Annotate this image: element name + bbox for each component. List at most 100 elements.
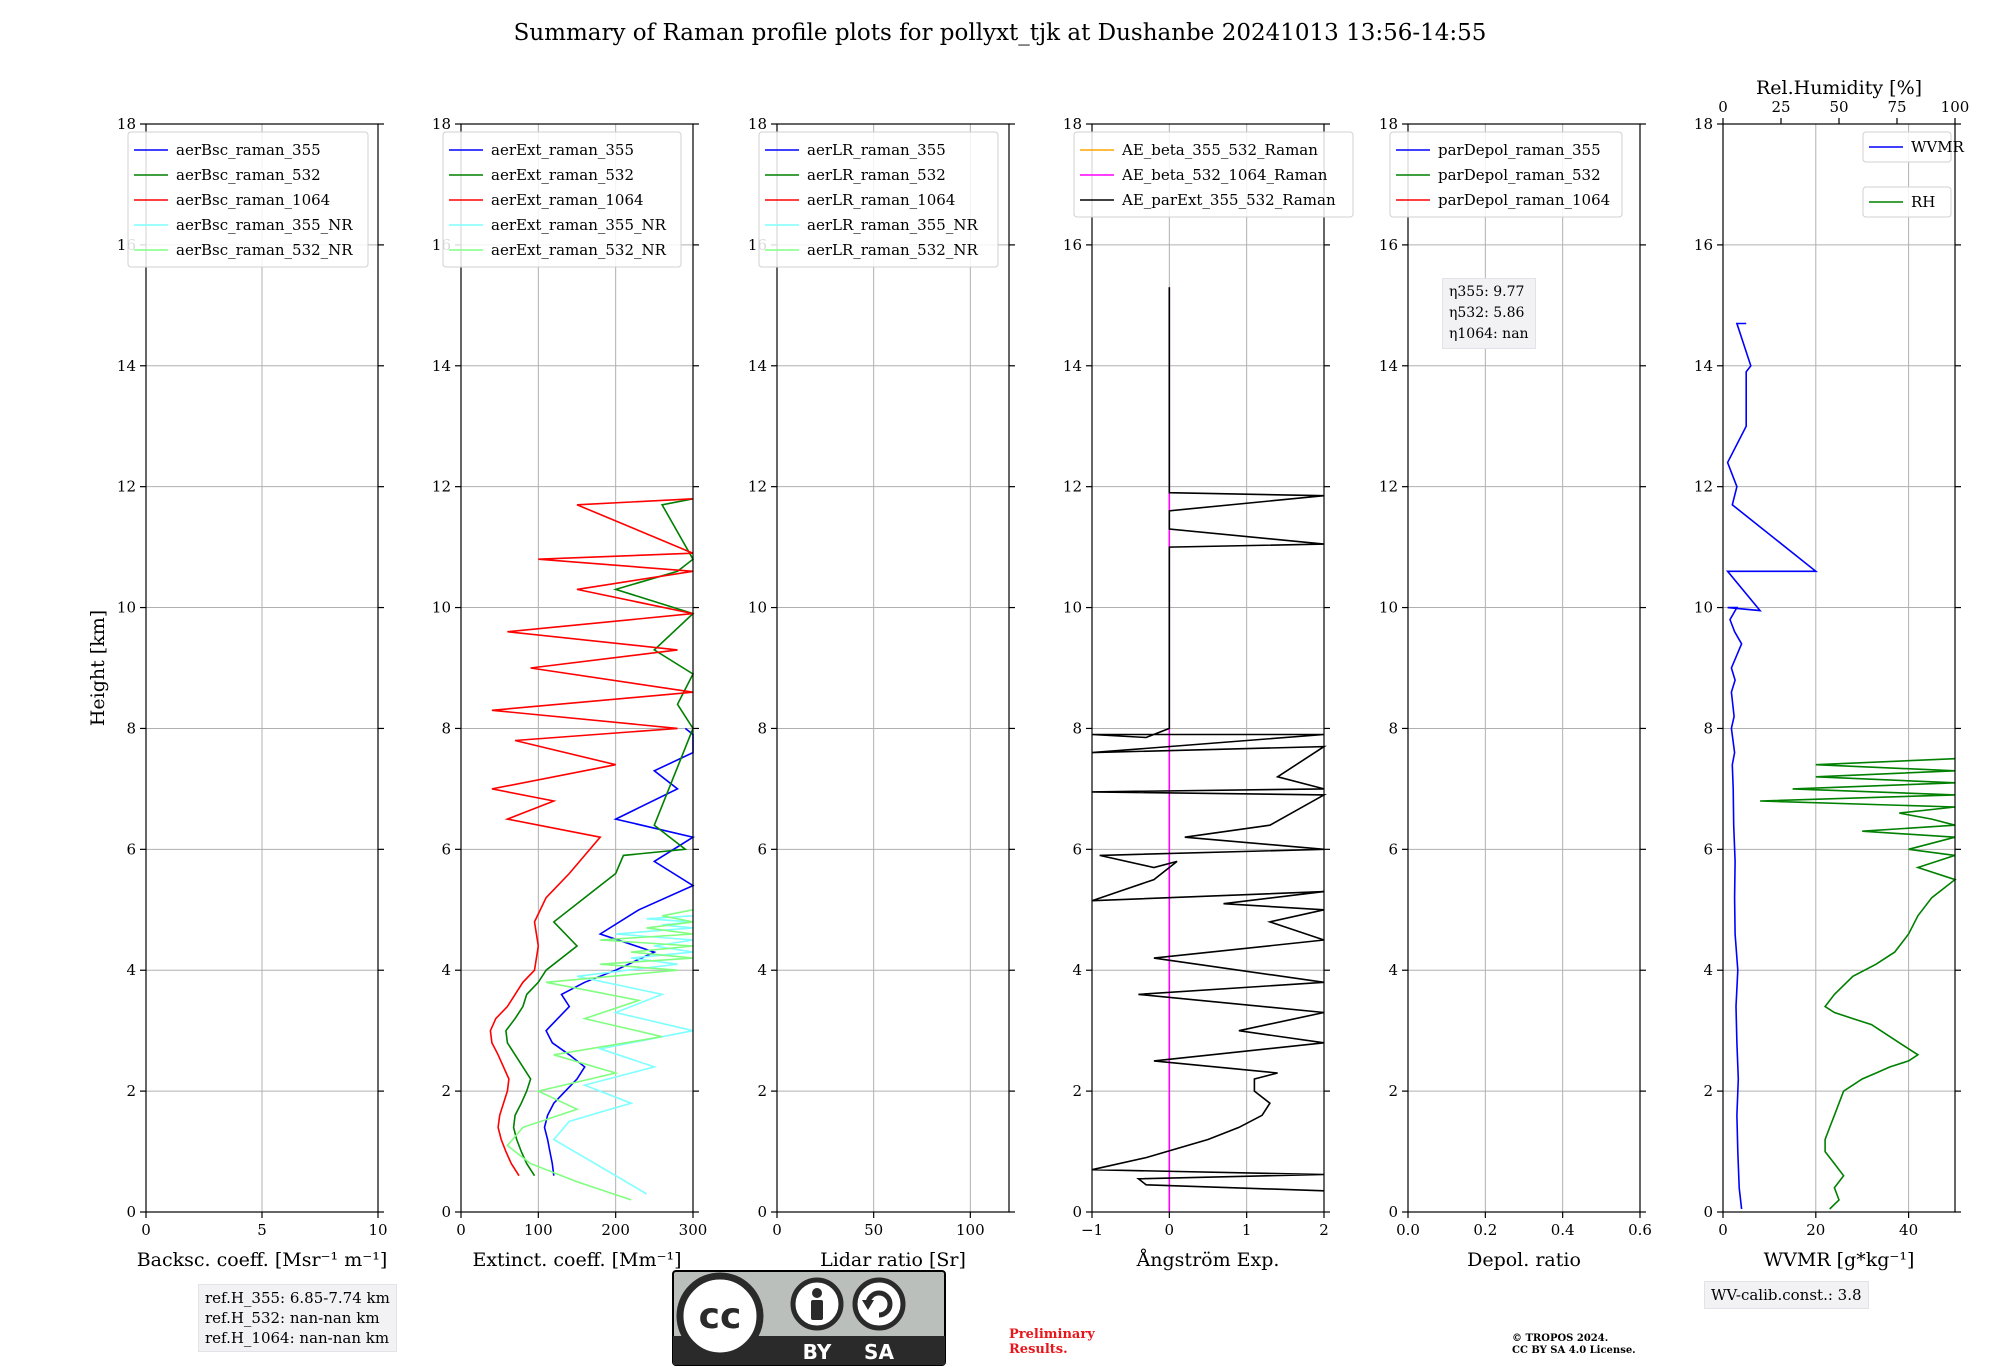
panel5-frame	[1407, 123, 1641, 1213]
panel3-ytick-label-0: 0	[757, 1203, 767, 1221]
panel6-legend-box-0	[1862, 131, 1952, 163]
panel5-xlabel: Depol. ratio	[1467, 1249, 1581, 1271]
panel6-x2tick-label-0: 0	[1718, 98, 1728, 116]
panel4-ytick-label-1: 2	[1072, 1082, 1082, 1100]
panel1-ytick-label-9: 18	[117, 115, 136, 133]
panel6-xtick-label-0: 0	[1718, 1221, 1728, 1239]
panel2-legend-label-2: aerExt_raman_1064	[491, 191, 644, 209]
panel1-ytick-label-1: 2	[126, 1082, 136, 1100]
panel5-xtick-label-3: 0.6	[1628, 1221, 1652, 1239]
license-sa-label: SA	[864, 1340, 894, 1364]
panel2-legend-label-0: aerExt_raman_355	[491, 141, 634, 159]
panel2-xtick-label-0: 0	[456, 1221, 466, 1239]
preliminary-note: Preliminary Results.	[1009, 1327, 1095, 1357]
panel5-xtick-label-0: 0.0	[1396, 1221, 1420, 1239]
panel6-xtick-label-1: 20	[1806, 1221, 1825, 1239]
panel3-ytick-label-1: 2	[757, 1082, 767, 1100]
panel2-legend-label-3: aerExt_raman_355_NR	[491, 216, 667, 234]
panel6-legend-label-0: WVMR	[1911, 138, 1965, 156]
panel4-ytick-label-0: 0	[1072, 1203, 1082, 1221]
panel2-ytick-label-7: 14	[432, 357, 451, 375]
panel2-xtick-label-1: 100	[524, 1221, 553, 1239]
license-by-label: BY	[803, 1340, 832, 1364]
copyright-note: © TROPOS 2024. CC BY SA 4.0 License.	[1512, 1333, 1636, 1357]
panel6-ytick-label-1: 2	[1703, 1082, 1713, 1100]
panel4-legend-label-0: AE_beta_355_532_Raman	[1121, 141, 1318, 159]
panel3-ytick-label-6: 12	[748, 478, 767, 496]
panel4-ytick-label-5: 10	[1063, 599, 1082, 617]
panel3-xtick-label-2: 100	[956, 1221, 985, 1239]
panel2-xtick-label-2: 200	[601, 1221, 630, 1239]
panel5-ytick-label-9: 18	[1379, 115, 1398, 133]
panel6-legend-label-1: RH	[1911, 193, 1935, 211]
panel2-ytick-label-2: 4	[441, 961, 451, 979]
panel5-legend-label-0: parDepol_raman_355	[1438, 141, 1601, 159]
panel4-series-AE_parExt_355_532_Raman	[1091, 287, 1327, 1192]
figure-title: Summary of Raman profile plots for polly…	[513, 20, 1487, 46]
panel2-ytick-label-4: 8	[441, 719, 451, 737]
panel2-ytick-label-0: 0	[441, 1203, 451, 1221]
ref-height-box: ref.H_355: 6.85-7.74 km ref.H_532: nan-n…	[198, 1284, 397, 1352]
panel6-x2tick-label-2: 50	[1829, 98, 1848, 116]
panel2-xlabel: Extinct. coeff. [Mm⁻¹]	[472, 1249, 681, 1271]
panel3-frame	[776, 123, 1010, 1213]
panel5-ytick-label-6: 12	[1379, 478, 1398, 496]
panel5-legend-label-2: parDepol_raman_1064	[1438, 191, 1610, 209]
panel1-legend-label-0: aerBsc_raman_355	[176, 141, 321, 159]
ref-height-355: ref.H_355: 6.85-7.74 km	[205, 1289, 390, 1307]
panel4-xtick-label-2: 1	[1242, 1221, 1252, 1239]
panel6-series-RH	[1760, 757, 1957, 1210]
panel4-ytick-label-6: 12	[1063, 478, 1082, 496]
panel5-ytick-label-0: 0	[1388, 1203, 1398, 1221]
panel6-ytick-label-4: 8	[1703, 719, 1713, 737]
panel2-ytick-label-3: 6	[441, 840, 451, 858]
panel2-frame	[460, 123, 694, 1213]
panel4-legend-label-2: AE_parExt_355_532_Raman	[1121, 191, 1336, 209]
panel6-x2tick-label-1: 25	[1771, 98, 1790, 116]
eta-532: η532: 5.86	[1449, 305, 1525, 321]
wv-calib-box: WV-calib.const.: 3.8	[1704, 1281, 1869, 1309]
panel1-ytick-label-2: 4	[126, 961, 136, 979]
panel5-xtick-label-1: 0.2	[1473, 1221, 1497, 1239]
eta-box: η355: 9.77 η532: 5.86 η1064: nan	[1442, 278, 1536, 349]
panel2-ytick-label-1: 2	[441, 1082, 451, 1100]
eta-1064: η1064: nan	[1449, 326, 1529, 342]
panel1-legend-label-2: aerBsc_raman_1064	[176, 191, 330, 209]
panel1-legend-label-3: aerBsc_raman_355_NR	[176, 216, 353, 234]
panel4-xlabel: Ångström Exp.	[1136, 1249, 1280, 1271]
panel1-xtick-label-0: 0	[141, 1221, 151, 1239]
panel5-ytick-label-2: 4	[1388, 961, 1398, 979]
panel6-ytick-label-2: 4	[1703, 961, 1713, 979]
panel1-ylabel: Height [km]	[87, 610, 109, 726]
preliminary-line-1: Preliminary	[1009, 1327, 1095, 1342]
panel2-ytick-label-9: 18	[432, 115, 451, 133]
panel4-xtick-label-3: 2	[1319, 1221, 1329, 1239]
panel6-legend-box-1	[1862, 186, 1952, 218]
panel3-ytick-label-4: 8	[757, 719, 767, 737]
panel3-legend-label-0: aerLR_raman_355	[807, 141, 946, 159]
panel1-xtick-label-2: 10	[368, 1221, 387, 1239]
panel3-xtick-label-0: 0	[772, 1221, 782, 1239]
copyright-line-2: CC BY SA 4.0 License.	[1512, 1345, 1636, 1356]
panel5-ytick-label-1: 2	[1388, 1082, 1398, 1100]
panel3-xtick-label-1: 50	[864, 1221, 883, 1239]
panel4-ytick-label-7: 14	[1063, 357, 1082, 375]
panel6-xtick-label-2: 40	[1899, 1221, 1918, 1239]
panel4-frame	[1091, 123, 1325, 1213]
panel6-frame	[1722, 123, 1956, 1213]
panel3-ytick-label-2: 4	[757, 961, 767, 979]
panel6-series-WVMR	[1725, 322, 1819, 1210]
panel3-legend-label-2: aerLR_raman_1064	[807, 191, 955, 209]
panel2-series-aerExt_raman_1064	[489, 498, 694, 1177]
panel3-ytick-label-9: 18	[748, 115, 767, 133]
panel4-legend-box	[1073, 131, 1354, 218]
panel6-ytick-label-8: 16	[1694, 236, 1713, 254]
wv-calib-text: WV-calib.const.: 3.8	[1711, 1286, 1862, 1304]
panel6-ytick-label-6: 12	[1694, 478, 1713, 496]
panel1-legend-label-1: aerBsc_raman_532	[176, 166, 321, 184]
panel1-ytick-label-4: 8	[126, 719, 136, 737]
panel3-legend-box	[758, 131, 999, 268]
panel5-ytick-label-4: 8	[1388, 719, 1398, 737]
panel1-ytick-label-5: 10	[117, 599, 136, 617]
